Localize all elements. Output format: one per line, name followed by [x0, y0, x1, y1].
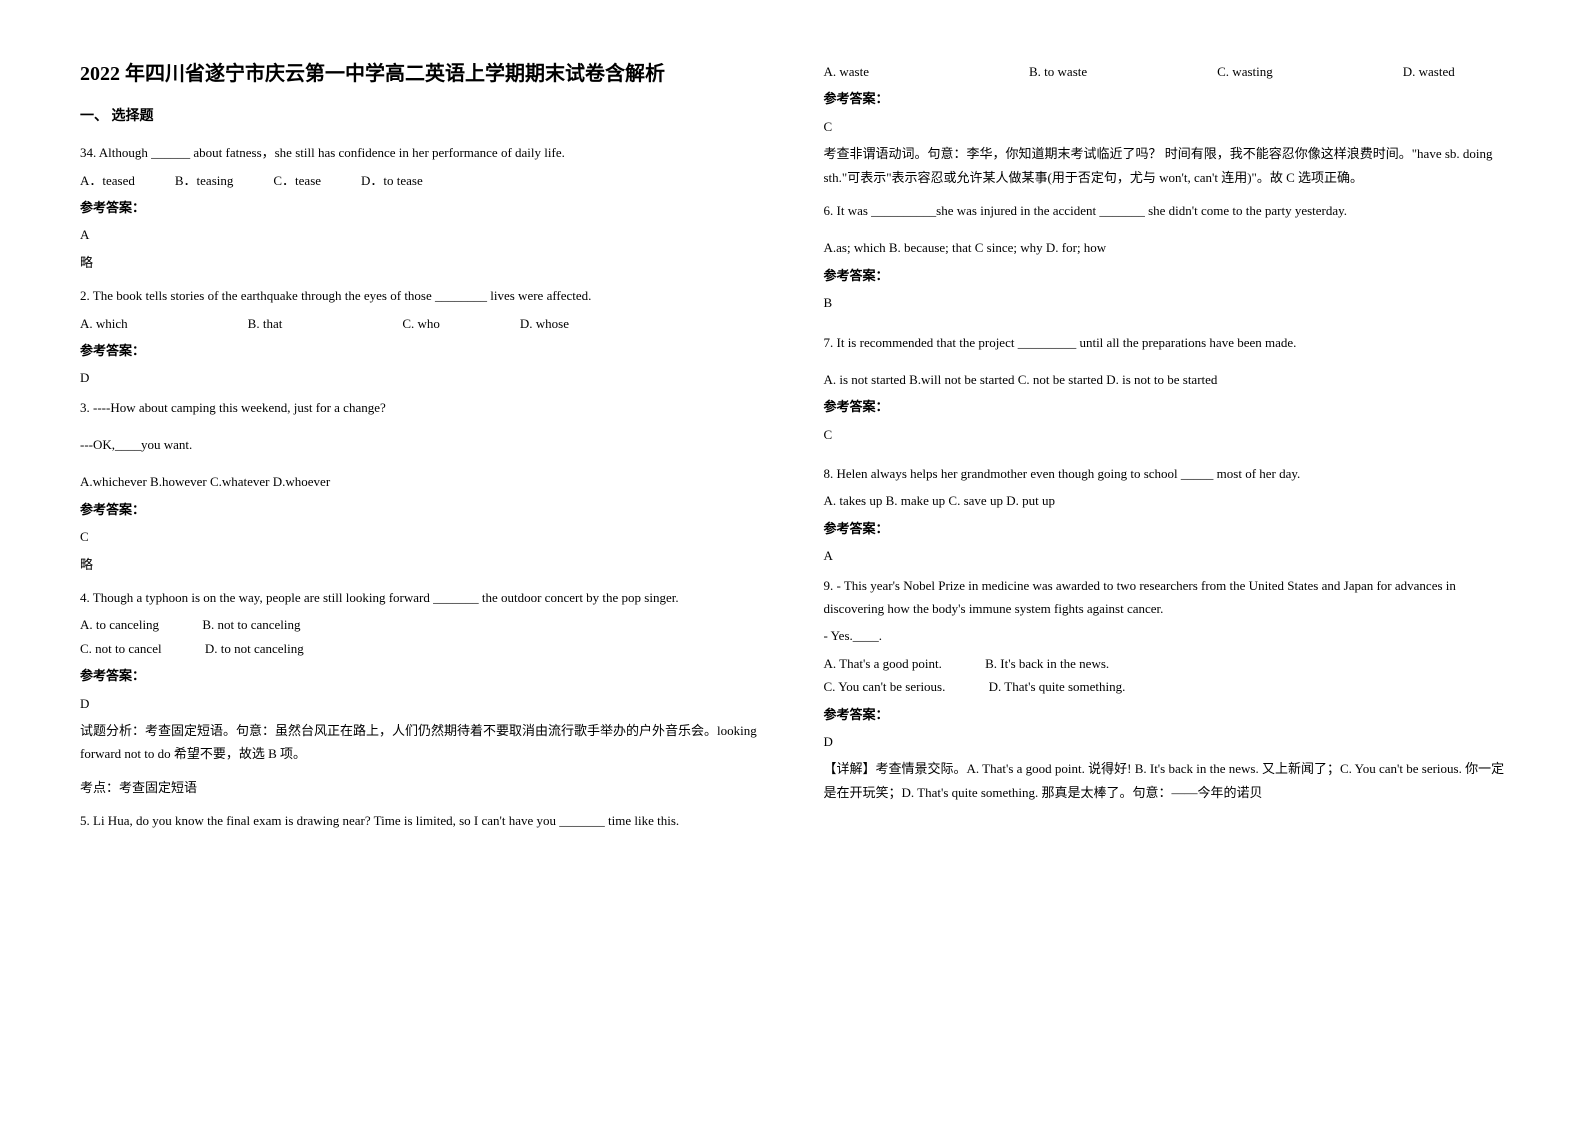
- option-b: B．teasing: [175, 169, 234, 192]
- option-b: B. It's back in the news.: [985, 652, 1109, 675]
- options-line-2: C. not to cancel D. to not canceling: [80, 637, 764, 660]
- right-column: A. waste B. to waste C. wasting D. waste…: [824, 60, 1508, 839]
- section-header: 一、 选择题: [80, 104, 764, 129]
- question-text-line2: ---OK,____you want.: [80, 433, 764, 456]
- question-text: 5. Li Hua, do you know the final exam is…: [80, 809, 764, 832]
- option-a: A. which: [80, 312, 128, 335]
- answer-label: 参考答案：: [80, 339, 764, 362]
- answer-label: 参考答案：: [824, 87, 1508, 110]
- answer-value: B: [824, 291, 1508, 314]
- options-row: A. is not started B.will not be started …: [824, 368, 1508, 391]
- explanation: 【详解】考查情景交际。A. That's a good point. 说得好! …: [824, 757, 1508, 804]
- question-text: 34. Although ______ about fatness，she st…: [80, 141, 764, 164]
- options-row: A. takes up B. make up C. save up D. put…: [824, 489, 1508, 512]
- question-4: 4. Though a typhoon is on the way, peopl…: [80, 586, 764, 799]
- question-9: 9. - This year's Nobel Prize in medicine…: [824, 574, 1508, 805]
- answer-value: D: [824, 730, 1508, 753]
- explanation-line1: 试题分析：考查固定短语。句意：虽然台风正在路上，人们仍然期待着不要取消由流行歌手…: [80, 719, 764, 766]
- options-line-2: C. You can't be serious. D. That's quite…: [824, 675, 1508, 698]
- question-5-stem: 5. Li Hua, do you know the final exam is…: [80, 809, 764, 832]
- option-d: D. That's quite something.: [989, 675, 1126, 698]
- option-b: B. that: [248, 312, 283, 335]
- question-34: 34. Although ______ about fatness，she st…: [80, 141, 764, 274]
- option-c: C. wasting: [1217, 60, 1273, 83]
- question-text: 8. Helen always helps her grandmother ev…: [824, 462, 1508, 485]
- left-column: 2022 年四川省遂宁市庆云第一中学高二英语上学期期末试卷含解析 一、 选择题 …: [80, 60, 764, 839]
- explanation-line2: 考点：考查固定短语: [80, 776, 764, 799]
- explanation: 略: [80, 553, 764, 576]
- question-text: 7. It is recommended that the project __…: [824, 331, 1508, 354]
- answer-label: 参考答案：: [824, 517, 1508, 540]
- answer-value: A: [80, 223, 764, 246]
- options-row: A．teased B．teasing C．tease D．to tease: [80, 169, 764, 192]
- option-c: C．tease: [273, 169, 321, 192]
- option-d: D. whose: [520, 312, 569, 335]
- question-7: 7. It is recommended that the project __…: [824, 331, 1508, 447]
- option-c: C. not to cancel: [80, 637, 162, 660]
- answer-value: D: [80, 366, 764, 389]
- answer-value: C: [824, 115, 1508, 138]
- option-a: A. That's a good point.: [824, 652, 942, 675]
- option-a: A．teased: [80, 169, 135, 192]
- answer-label: 参考答案：: [80, 664, 764, 687]
- option-c: C. You can't be serious.: [824, 675, 946, 698]
- option-d: D. to not canceling: [205, 637, 304, 660]
- answer-value: D: [80, 692, 764, 715]
- options-line-1: A. That's a good point. B. It's back in …: [824, 652, 1508, 675]
- option-b: B. not to canceling: [202, 613, 300, 636]
- options-row: A. which B. that C. who D. whose: [80, 312, 764, 335]
- option-b: B. to waste: [1029, 60, 1087, 83]
- question-text: 6. It was __________she was injured in t…: [824, 199, 1508, 222]
- question-3: 3. ----How about camping this weekend, j…: [80, 396, 764, 576]
- question-text: 2. The book tells stories of the earthqu…: [80, 284, 764, 307]
- option-a: A. to canceling: [80, 613, 159, 636]
- option-d: D．to tease: [361, 169, 423, 192]
- options-block: A. That's a good point. B. It's back in …: [824, 652, 1508, 699]
- option-d: D. wasted: [1403, 60, 1455, 83]
- question-text-line1: 9. - This year's Nobel Prize in medicine…: [824, 574, 1508, 621]
- question-6: 6. It was __________she was injured in t…: [824, 199, 1508, 315]
- answer-value: C: [80, 525, 764, 548]
- question-2: 2. The book tells stories of the earthqu…: [80, 284, 764, 390]
- options-block: A. to canceling B. not to canceling C. n…: [80, 613, 764, 660]
- question-text-line1: 3. ----How about camping this weekend, j…: [80, 396, 764, 419]
- explanation: 考查非谓语动词。句意：李华，你知道期末考试临近了吗？ 时间有限，我不能容忍你像这…: [824, 142, 1508, 189]
- answer-value: A: [824, 544, 1508, 567]
- options-row: A. waste B. to waste C. wasting D. waste…: [824, 60, 1508, 83]
- options-row: A.whichever B.however C.whatever D.whoev…: [80, 470, 764, 493]
- answer-label: 参考答案：: [824, 264, 1508, 287]
- answer-label: 参考答案：: [80, 498, 764, 521]
- options-row: A.as; which B. because; that C since; wh…: [824, 236, 1508, 259]
- option-c: C. who: [402, 312, 440, 335]
- question-text-line2: - Yes.____.: [824, 624, 1508, 647]
- answer-label: 参考答案：: [824, 703, 1508, 726]
- question-text: 4. Though a typhoon is on the way, peopl…: [80, 586, 764, 609]
- page-title: 2022 年四川省遂宁市庆云第一中学高二英语上学期期末试卷含解析: [80, 60, 764, 88]
- answer-label: 参考答案：: [824, 395, 1508, 418]
- question-5-continued: A. waste B. to waste C. wasting D. waste…: [824, 60, 1508, 189]
- explanation: 略: [80, 251, 764, 274]
- question-8: 8. Helen always helps her grandmother ev…: [824, 462, 1508, 568]
- answer-label: 参考答案：: [80, 196, 764, 219]
- options-line-1: A. to canceling B. not to canceling: [80, 613, 764, 636]
- option-a: A. waste: [824, 60, 870, 83]
- answer-value: C: [824, 423, 1508, 446]
